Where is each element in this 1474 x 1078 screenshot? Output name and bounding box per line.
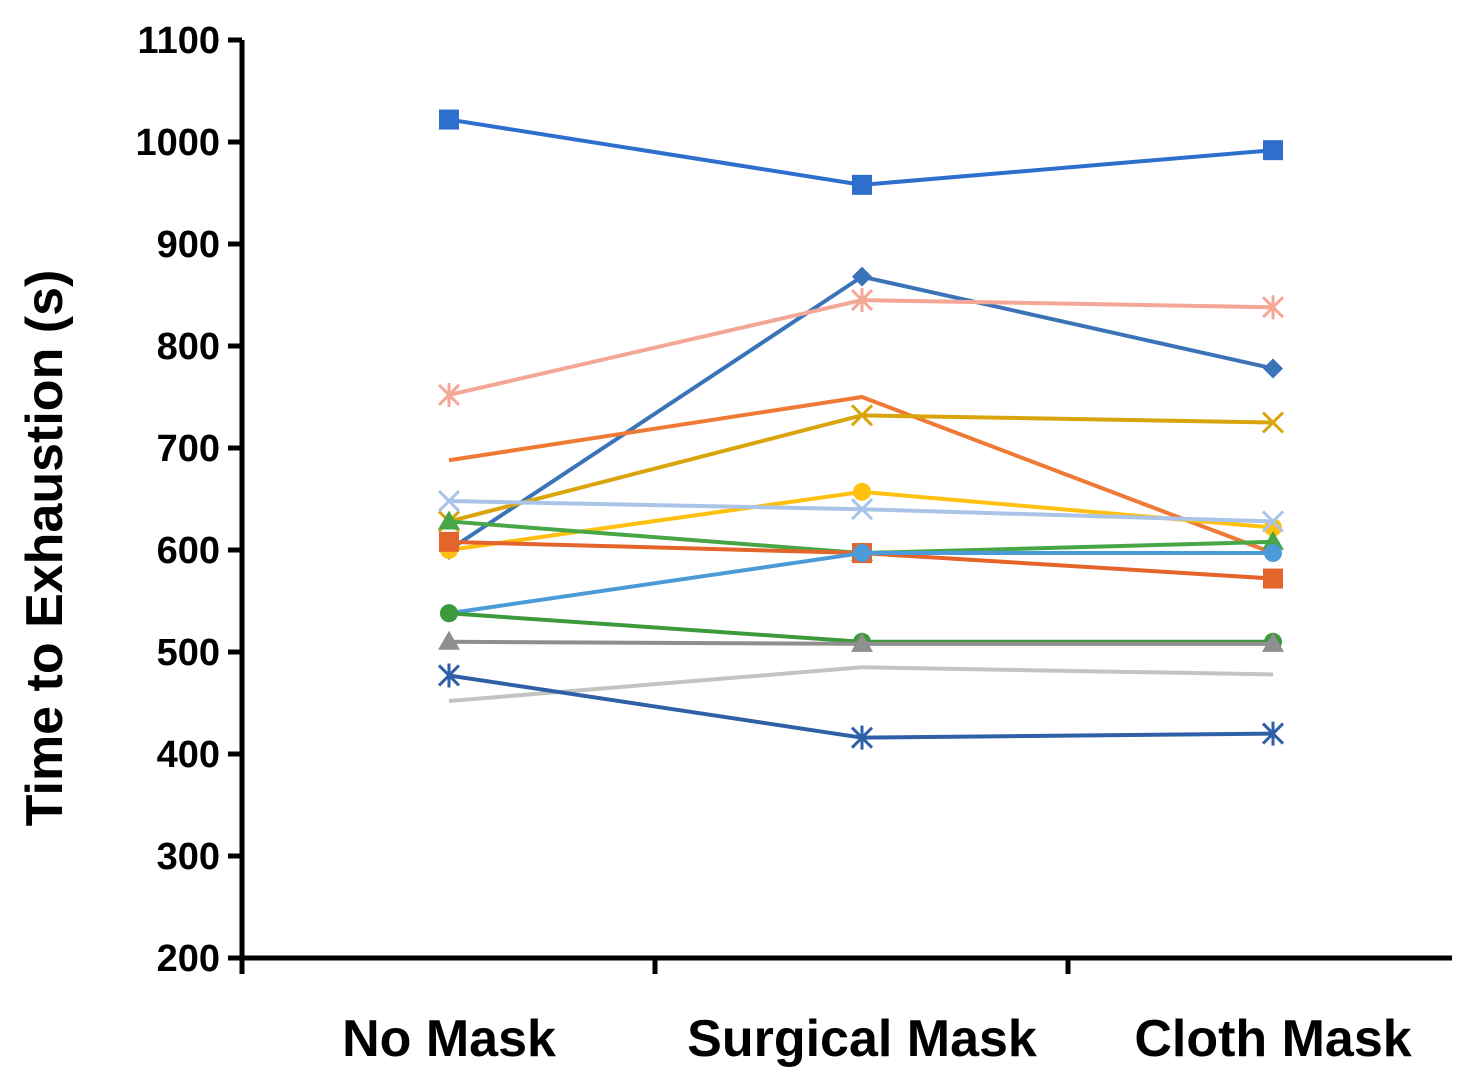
data-point: [1263, 568, 1283, 589]
x-category-label: Surgical Mask: [687, 1010, 1037, 1068]
series-14: [437, 663, 1285, 750]
data-point: [437, 382, 461, 407]
y-tick-label: 500: [157, 632, 220, 674]
series-1: [439, 109, 1283, 195]
series-line: [448, 298, 1274, 397]
y-tick-label: 200: [157, 938, 220, 980]
data-point: [1261, 721, 1285, 746]
series-13: [448, 665, 1274, 703]
y-tick-label: 300: [157, 836, 220, 878]
data-point: [851, 632, 873, 652]
series-layer: [437, 109, 1285, 750]
data-point: [852, 266, 872, 287]
data-point: [438, 510, 460, 530]
data-point: [850, 404, 874, 427]
data-point: [853, 544, 871, 563]
data-point: [1264, 544, 1282, 563]
x-category-label: Cloth Mask: [1134, 1010, 1411, 1068]
data-point: [850, 498, 874, 521]
data-point: [850, 725, 874, 750]
y-tick-label: 1100: [138, 20, 220, 62]
y-axis: 200 300 400 500 600 700 800 900 1000 1100: [135, 20, 245, 980]
y-axis-title: Time to Exhaustion (s): [16, 270, 74, 827]
y-tick-label: 600: [157, 530, 220, 572]
x-axis: No Mask Surgical Mask Cloth Mask: [239, 955, 1452, 1068]
data-point: [439, 531, 459, 552]
series-5: [437, 404, 1285, 533]
data-point: [439, 109, 459, 130]
data-point: [1261, 295, 1285, 320]
data-point: [850, 288, 874, 313]
data-point: [1262, 530, 1284, 550]
y-tick-label: 700: [157, 428, 220, 470]
data-point: [852, 174, 872, 195]
series-12: [438, 630, 1284, 652]
data-point: [1263, 358, 1283, 379]
data-point: [1263, 140, 1283, 161]
series-3: [437, 288, 1285, 407]
x-category-label: No Mask: [342, 1010, 556, 1068]
y-tick-label: 400: [157, 734, 220, 776]
data-point: [1262, 632, 1284, 652]
y-tick-label: 1000: [135, 122, 220, 164]
data-point: [438, 630, 460, 650]
series-7: [437, 489, 1285, 533]
y-tick-label: 900: [157, 224, 220, 266]
data-point: [1261, 411, 1285, 434]
data-point: [440, 604, 458, 623]
data-point: [437, 663, 461, 688]
data-point: [853, 482, 871, 501]
series-10: [440, 544, 1282, 623]
data-point: [437, 489, 461, 513]
data-point: [1261, 510, 1285, 533]
y-tick-label: 800: [157, 326, 220, 368]
